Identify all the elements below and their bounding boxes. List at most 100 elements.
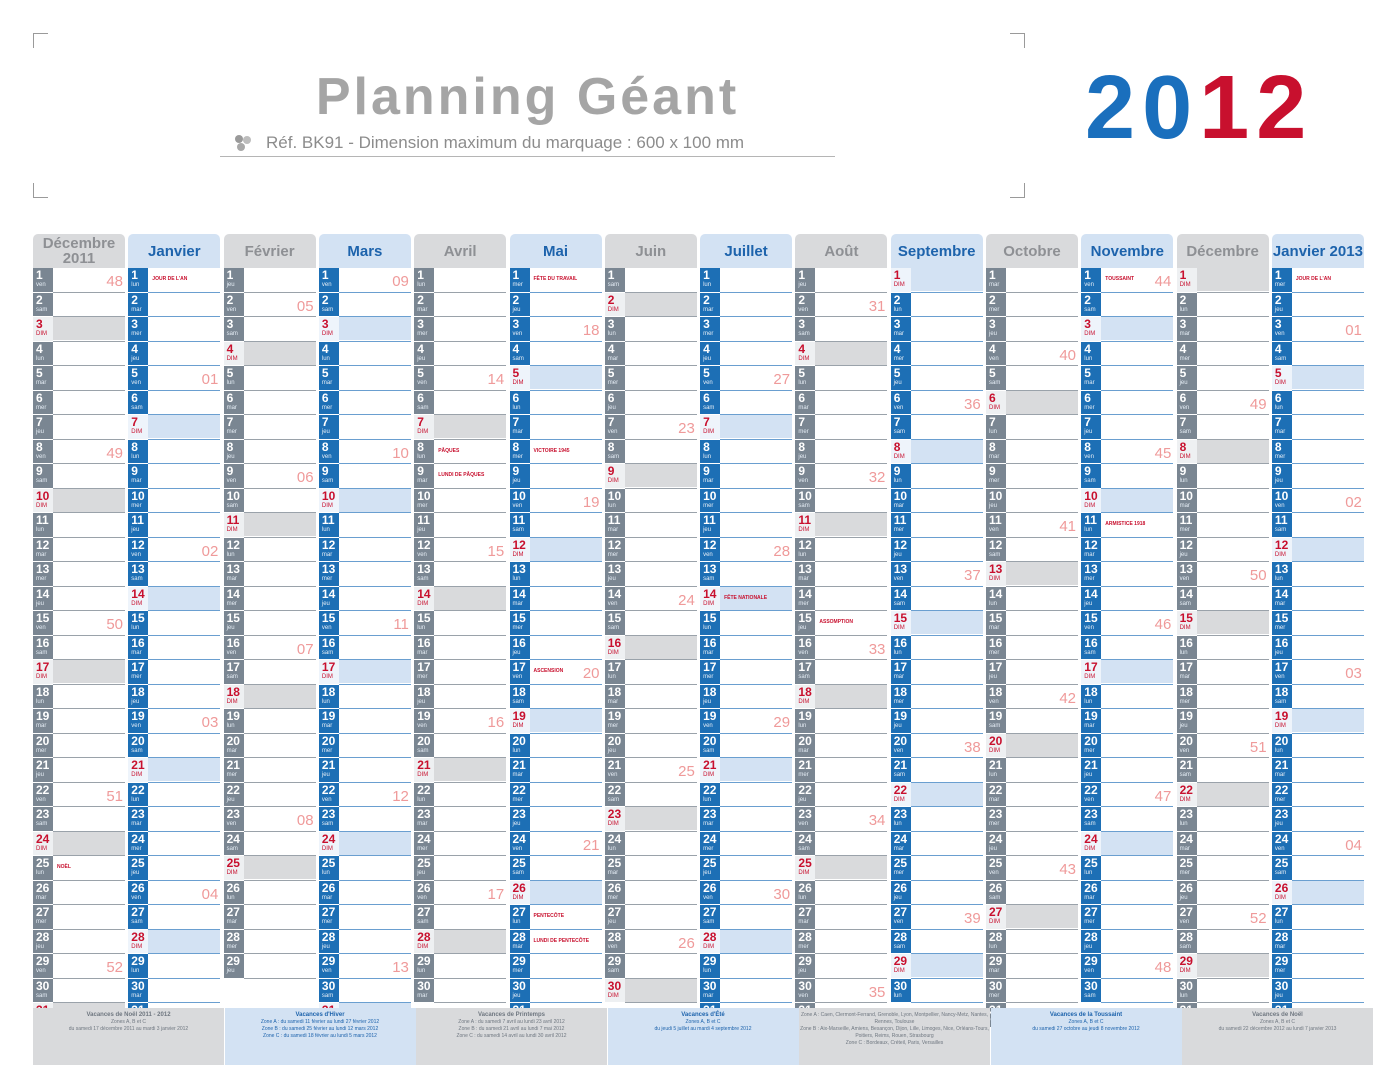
day-row[interactable]: 19 DIM [509, 709, 602, 734]
day-row[interactable]: 21 lun [986, 758, 1078, 783]
day-row[interactable]: 6 ven 36 [890, 390, 983, 415]
day-row[interactable]: 18 sam [1271, 684, 1364, 709]
day-row[interactable]: 20 sam [700, 733, 793, 758]
day-row[interactable]: 9 sam [318, 464, 411, 489]
day-row[interactable]: 13 DIM [986, 562, 1078, 587]
day-row[interactable]: 5 mer [604, 366, 697, 391]
day-row[interactable]: 14 DIM FÊTE NATIONALE [700, 586, 793, 611]
day-row[interactable]: 25 mar [604, 856, 697, 881]
day-row[interactable]: 10 mar [1176, 488, 1269, 513]
day-row[interactable]: 5 DIM [509, 366, 602, 391]
day-row[interactable]: 18 mer [890, 684, 983, 709]
day-row[interactable]: 18 lun [1081, 684, 1174, 709]
day-row[interactable]: 24 jeu [986, 831, 1078, 856]
day-row[interactable]: 15 jeu [223, 611, 316, 636]
day-row[interactable]: 22 mar [986, 782, 1078, 807]
day-row[interactable]: 25 DIM [223, 856, 316, 881]
day-row[interactable]: 12 DIM [1271, 537, 1364, 562]
day-row[interactable]: 27 mer [33, 905, 125, 930]
day-row[interactable]: 26 mar [1081, 880, 1174, 905]
day-row[interactable]: 20 jeu [604, 733, 697, 758]
day-row[interactable]: 18 sam [509, 684, 602, 709]
day-row[interactable]: 13 mer [1081, 562, 1174, 587]
day-row[interactable]: 4 sam [509, 341, 602, 366]
day-row[interactable]: 16 sam [33, 635, 125, 660]
day-row[interactable]: 7 jeu [318, 415, 411, 440]
day-row[interactable]: 1 lun JOUR DE L'AN [128, 268, 221, 293]
day-row[interactable]: 6 sam [414, 390, 507, 415]
day-row[interactable]: 30 mer [986, 978, 1078, 1003]
day-row[interactable]: 3 jeu [986, 317, 1078, 342]
day-row[interactable]: 17 mar [890, 660, 983, 685]
day-row[interactable]: 21 sam [1176, 758, 1269, 783]
day-row[interactable]: 22 mer [1271, 782, 1364, 807]
day-row[interactable]: 22 DIM [890, 782, 983, 807]
day-row[interactable]: 1 DIM [1176, 268, 1269, 293]
day-row[interactable]: 30 DIM [604, 978, 697, 1003]
day-row[interactable]: 8 mar [986, 439, 1078, 464]
day-row[interactable]: 14 mer [223, 586, 316, 611]
day-row[interactable]: 11 lun [318, 513, 411, 538]
day-row[interactable]: 30 jeu [509, 978, 602, 1003]
day-row[interactable]: 1 jeu [795, 268, 888, 293]
day-row[interactable]: 17 jeu [986, 660, 1078, 685]
day-row[interactable]: 7 DIM [700, 415, 793, 440]
day-row[interactable]: 9 DIM [604, 464, 697, 489]
day-row[interactable]: 2 mar [128, 292, 221, 317]
day-row[interactable]: 20 mer [318, 733, 411, 758]
day-row[interactable]: 3 DIM [318, 317, 411, 342]
day-row[interactable]: 6 mer [1081, 390, 1174, 415]
day-row[interactable]: 27 sam [700, 905, 793, 930]
day-row[interactable]: 25 jeu [414, 856, 507, 881]
day-row[interactable]: 29 lun [700, 954, 793, 979]
day-row[interactable]: 19 mar [33, 709, 125, 734]
day-row[interactable]: 6 DIM [986, 390, 1078, 415]
day-row[interactable]: 8 mer VICTOIRE 1945 [509, 439, 602, 464]
day-row[interactable]: 23 mar [414, 807, 507, 832]
day-row[interactable]: 21 mer [795, 758, 888, 783]
day-row[interactable]: 28 lun [986, 929, 1078, 954]
day-row[interactable]: 7 mar [1271, 415, 1364, 440]
day-row[interactable]: 6 lun [509, 390, 602, 415]
day-row[interactable]: 19 ven 16 [414, 709, 507, 734]
day-row[interactable]: 19 ven 29 [700, 709, 793, 734]
day-row[interactable]: 22 jeu [223, 782, 316, 807]
day-row[interactable]: 23 lun [1176, 807, 1269, 832]
day-row[interactable]: 24 lun [604, 831, 697, 856]
day-row[interactable]: 10 mar [890, 488, 983, 513]
day-row[interactable]: 5 DIM [1271, 366, 1364, 391]
day-row[interactable]: 16 mer [986, 635, 1078, 660]
day-row[interactable]: 9 ven 32 [795, 464, 888, 489]
day-row[interactable]: 22 sam [604, 782, 697, 807]
day-row[interactable]: 11 jeu [128, 513, 221, 538]
day-row[interactable]: 7 mer [223, 415, 316, 440]
day-row[interactable]: 17 sam [223, 660, 316, 685]
day-row[interactable]: 4 DIM [223, 341, 316, 366]
day-row[interactable]: 30 sam [1081, 978, 1174, 1003]
day-row[interactable]: 4 mer [890, 341, 983, 366]
day-row[interactable]: 25 mer [890, 856, 983, 881]
day-row[interactable]: 2 jeu [509, 292, 602, 317]
day-row[interactable]: 15 sam [604, 611, 697, 636]
day-row[interactable]: 25 sam [1271, 856, 1364, 881]
day-row[interactable]: 13 sam [128, 562, 221, 587]
day-row[interactable]: 21 DIM [414, 758, 507, 783]
day-row[interactable]: 8 ven 49 [33, 439, 125, 464]
day-row[interactable]: 30 lun [1176, 978, 1269, 1003]
day-row[interactable]: 1 mer FÊTE DU TRAVAIL [509, 268, 602, 293]
day-row[interactable]: 14 sam [890, 586, 983, 611]
day-row[interactable]: 18 DIM [223, 684, 316, 709]
day-row[interactable]: 5 mar [33, 366, 125, 391]
day-row[interactable]: 29 ven 48 [1081, 954, 1174, 979]
day-row[interactable]: 14 DIM [414, 586, 507, 611]
day-row[interactable]: 12 jeu [890, 537, 983, 562]
day-row[interactable]: 2 jeu [1271, 292, 1364, 317]
day-row[interactable]: 10 ven 02 [1271, 488, 1364, 513]
day-row[interactable]: 10 sam [795, 488, 888, 513]
day-row[interactable]: 5 ven 01 [128, 366, 221, 391]
day-row[interactable]: 8 sam [604, 439, 697, 464]
day-row[interactable]: 25 DIM [795, 856, 888, 881]
day-row[interactable]: 12 sam [986, 537, 1078, 562]
day-row[interactable]: 8 DIM [1176, 439, 1269, 464]
day-row[interactable]: 8 jeu [223, 439, 316, 464]
